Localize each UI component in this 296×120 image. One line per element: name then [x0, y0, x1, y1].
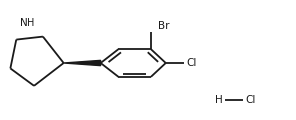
Text: H: H [215, 95, 223, 105]
Text: Br: Br [158, 21, 170, 31]
Polygon shape [64, 60, 101, 66]
Text: Cl: Cl [245, 95, 255, 105]
Text: H: H [28, 18, 35, 28]
Text: N: N [20, 18, 28, 28]
Text: Cl: Cl [186, 58, 197, 68]
